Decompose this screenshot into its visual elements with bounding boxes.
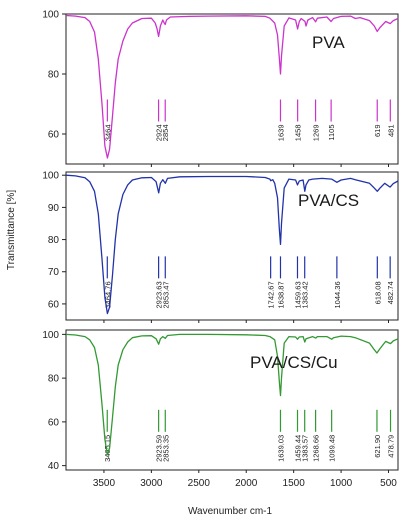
peak-label: 1383.57 [301,435,310,462]
peak-label: 2923.59 [155,435,164,462]
panel-label: PVA/CS [298,191,359,210]
panel-label: PVA/CS/Cu [250,353,338,372]
peak-label: 1639.03 [276,435,285,462]
peak-label: 619 [373,125,382,138]
panel-frame [65,13,399,165]
peak-label: 621.90 [373,435,382,458]
peak-label: 1099.48 [328,435,337,462]
x-tick-label: 3500 [93,478,116,489]
peak-label: 1459.63 [293,281,302,308]
series-line [65,174,399,315]
x-tick-label: 2500 [188,478,211,489]
series-line [65,14,399,159]
peak-label: 2924 [155,125,164,142]
y-tick-label: 40 [48,461,60,472]
peak-label: 2854 [161,125,170,142]
peak-label: 3464.76 [103,281,112,308]
x-tick-label: 2000 [235,478,258,489]
x-axis-title: Wavenumber cm-1 [188,506,273,517]
peak-label: 1044.36 [333,281,342,308]
y-tick-label: 80 [48,235,60,246]
peak-label: 618.08 [373,281,382,304]
peak-label: 2853.47 [161,281,170,308]
y-tick-label: 80 [48,374,60,385]
peak-label: 3464 [103,125,112,142]
peak-label: 1638.87 [276,281,285,308]
peak-label: 3465.15 [103,435,112,462]
panel-label: PVA [312,33,345,52]
x-tick-label: 1500 [283,478,306,489]
peak-label: 1458 [294,125,303,142]
peak-label: 2923.63 [155,281,164,308]
y-axis-title: Transmittance [%] [6,190,17,270]
y-tick-label: 80 [48,70,60,81]
peak-label: 1383.42 [301,281,310,308]
y-tick-label: 60 [48,417,60,428]
x-axis: 3500 3000 2500 2000 1500 1000 500 [93,478,397,489]
y-tick-label: 100 [42,330,59,341]
x-tick-label: 1000 [330,478,353,489]
y-tick-label: 60 [48,299,60,310]
peak-label: 482.74 [386,281,395,304]
peak-label: 2853.35 [161,435,170,462]
peak-label: 481 [386,125,395,138]
peak-label: 1742.67 [267,281,276,308]
x-tick-label: 500 [380,478,397,489]
peak-label: 1105 [327,125,336,141]
y-tick-label: 60 [48,130,60,141]
peak-label: 1459.44 [294,435,303,462]
panel-frame [65,171,399,321]
y-tick-label: 100 [42,171,59,182]
peak-label: 1269 [312,125,321,142]
y-tick-label: 90 [48,203,60,214]
y-tick-label: 100 [42,10,59,21]
series-line [65,333,399,456]
peak-label: 1268.66 [312,435,321,462]
x-tick-label: 3000 [140,478,163,489]
peak-label: 478.79 [387,435,396,458]
y-tick-label: 70 [48,267,60,278]
panel-frame [65,329,399,471]
peak-label: 1639 [276,125,285,142]
